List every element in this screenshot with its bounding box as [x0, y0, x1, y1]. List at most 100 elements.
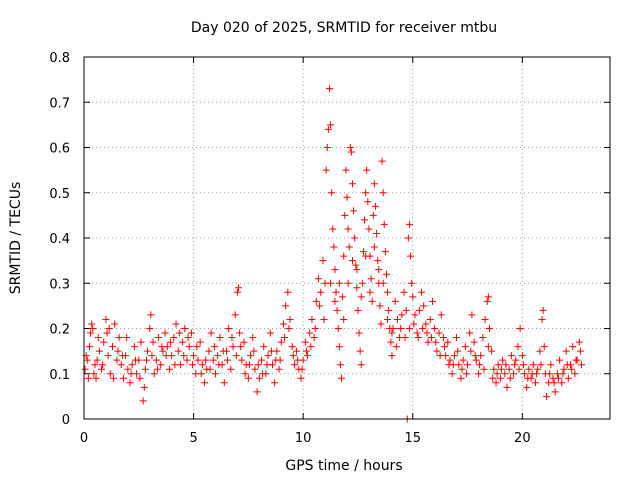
- data-point: [126, 379, 134, 387]
- data-point: [384, 315, 392, 323]
- data-point: [89, 325, 97, 332]
- data-point: [111, 320, 119, 328]
- data-point: [333, 306, 341, 314]
- grid-lines: [84, 57, 610, 419]
- data-point: [196, 338, 204, 346]
- data-point: [371, 202, 379, 210]
- data-point: [479, 334, 487, 342]
- data-point: [249, 334, 257, 342]
- data-point: [331, 297, 339, 305]
- data-point: [229, 343, 237, 351]
- data-point: [253, 388, 261, 396]
- data-point: [512, 356, 520, 364]
- data-point: [179, 338, 187, 346]
- data-point: [408, 279, 416, 287]
- y-tick-label: 0.7: [49, 96, 70, 111]
- y-tick-label: 0.5: [49, 187, 70, 202]
- data-point: [576, 347, 584, 355]
- data-point: [341, 211, 349, 219]
- data-point: [244, 374, 252, 382]
- data-point: [153, 365, 161, 373]
- data-point: [350, 207, 358, 215]
- data-point: [578, 361, 586, 369]
- data-point: [503, 383, 511, 391]
- data-point: [459, 356, 467, 364]
- data-point: [540, 343, 548, 351]
- data-point: [405, 220, 413, 228]
- data-point: [506, 374, 514, 382]
- data-point: [547, 361, 555, 369]
- data-point: [524, 374, 532, 382]
- data-point: [402, 306, 410, 314]
- data-point: [397, 325, 405, 332]
- data-point: [184, 334, 192, 342]
- data-point: [331, 266, 339, 274]
- data-point: [483, 297, 491, 305]
- data-point: [489, 374, 497, 382]
- y-tick-label: 0: [62, 413, 70, 428]
- data-point: [209, 356, 217, 364]
- data-point: [387, 338, 395, 346]
- data-point: [410, 320, 418, 328]
- x-tick-label: 10: [295, 431, 312, 446]
- data-point: [206, 365, 214, 373]
- data-point: [571, 370, 579, 378]
- data-point: [285, 325, 293, 332]
- x-tick-label: 15: [404, 431, 421, 446]
- data-point: [88, 320, 96, 328]
- data-point: [346, 144, 354, 151]
- data-point: [418, 288, 426, 296]
- data-point: [231, 311, 239, 319]
- data-point: [374, 257, 382, 265]
- data-point: [529, 361, 537, 369]
- data-point: [233, 288, 241, 296]
- data-point: [373, 229, 381, 237]
- data-point: [551, 388, 559, 396]
- data-point: [467, 347, 475, 355]
- data-point: [471, 352, 479, 360]
- data-point: [277, 338, 285, 346]
- data-point: [247, 352, 255, 360]
- data-point: [130, 343, 138, 351]
- data-point: [435, 329, 443, 337]
- data-point: [263, 361, 271, 369]
- data-point: [207, 329, 215, 337]
- data-point: [260, 343, 268, 351]
- data-point: [559, 370, 567, 378]
- x-tick-label: 20: [514, 431, 531, 446]
- data-point: [320, 315, 328, 323]
- data-point: [536, 347, 544, 355]
- data-point: [99, 361, 107, 369]
- data-point: [193, 343, 201, 351]
- data-point: [294, 356, 302, 364]
- data-point: [118, 352, 126, 360]
- data-point: [322, 166, 330, 174]
- data-point: [449, 361, 457, 369]
- data-point: [94, 334, 102, 342]
- data-point: [531, 379, 539, 387]
- data-point: [446, 356, 454, 364]
- data-point: [140, 383, 148, 391]
- data-point: [284, 288, 292, 296]
- data-point: [415, 306, 423, 314]
- data-point: [533, 370, 541, 378]
- x-axis-label: GPS time / hours: [285, 458, 402, 474]
- data-point: [286, 315, 294, 323]
- data-point: [457, 374, 465, 382]
- data-point: [382, 270, 390, 278]
- data-point: [115, 334, 123, 342]
- data-point: [461, 343, 469, 351]
- data-point: [462, 370, 470, 378]
- data-point: [289, 352, 297, 360]
- data-point: [144, 347, 152, 355]
- data-point: [364, 198, 372, 206]
- data-point: [128, 361, 136, 369]
- data-point: [355, 329, 363, 337]
- data-point: [515, 365, 523, 373]
- data-point: [493, 370, 501, 378]
- data-point: [327, 121, 335, 129]
- data-point: [198, 361, 206, 369]
- data-point: [431, 325, 439, 332]
- data-point: [384, 288, 392, 296]
- data-point: [453, 334, 461, 342]
